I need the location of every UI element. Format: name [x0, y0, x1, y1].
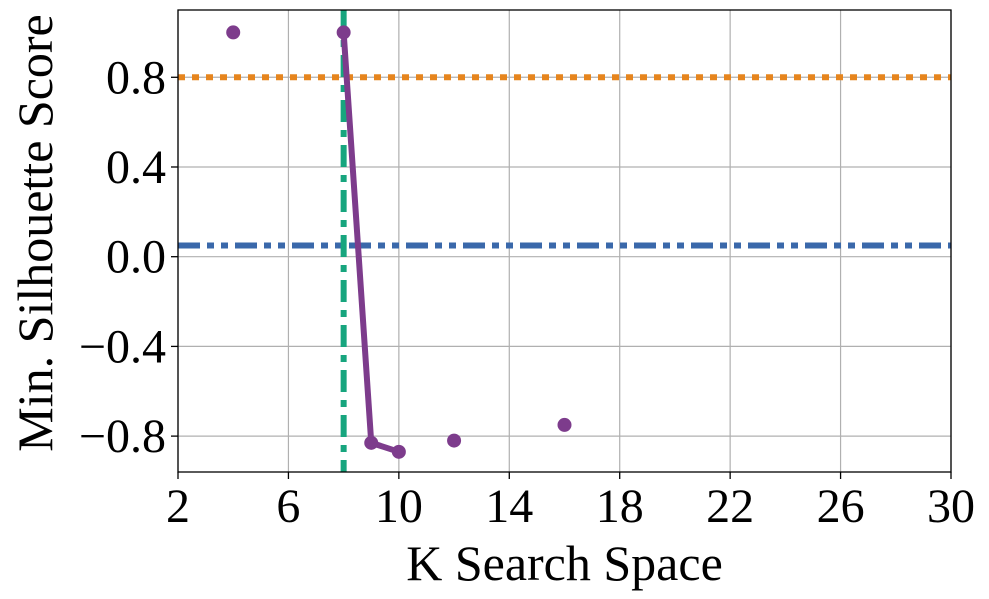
- data-point: [226, 25, 241, 40]
- y-tick-label: 0.0: [106, 231, 166, 284]
- x-tick-label: 6: [276, 480, 300, 533]
- x-tick-label: 14: [485, 480, 533, 533]
- data-point: [557, 417, 572, 432]
- x-axis-label: K Search Space: [406, 535, 723, 591]
- y-tick-label: −0.8: [79, 410, 166, 463]
- data-point: [364, 435, 379, 450]
- data-point: [391, 444, 406, 459]
- y-tick-label: 0.4: [106, 141, 166, 194]
- x-tick-label: 2: [166, 480, 190, 533]
- data-point: [447, 433, 462, 448]
- x-tick-label: 26: [817, 480, 865, 533]
- series-line: [340, 29, 402, 455]
- x-tick-label: 18: [596, 480, 644, 533]
- y-tick-label: 0.8: [106, 51, 166, 104]
- y-tick-label: −0.4: [79, 320, 166, 373]
- y-axis-label: Min. Silhouette Score: [7, 14, 63, 451]
- reference-lines: [178, 10, 951, 472]
- data-series: [226, 25, 572, 459]
- plot-frame: [177, 9, 952, 473]
- ticks: 2 6 10 14 18 22 26 30−0.8−0.40.00.40.8: [79, 51, 975, 533]
- data-point: [336, 25, 351, 40]
- x-tick-label: 30: [927, 480, 975, 533]
- x-tick-label: 22: [706, 480, 754, 533]
- x-tick-label: 10: [375, 480, 423, 533]
